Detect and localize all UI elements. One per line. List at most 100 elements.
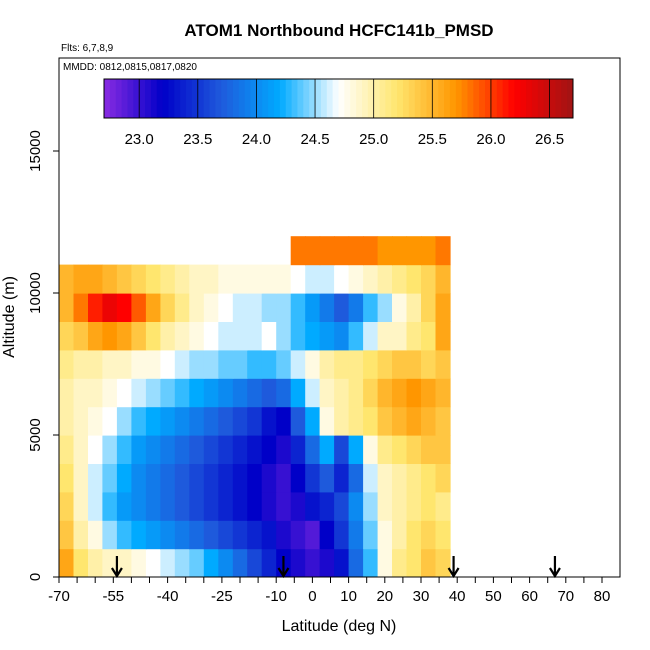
heatmap-cell <box>160 264 176 294</box>
colorbar-swatch <box>537 79 545 118</box>
heatmap-cell <box>232 378 248 408</box>
heatmap-cell <box>218 378 234 408</box>
heatmap-cell <box>116 435 132 464</box>
colorbar-tick-label: 26.5 <box>535 131 564 148</box>
colorbar-swatch <box>567 79 574 118</box>
colorbar-tick-label: 25.5 <box>418 131 447 148</box>
heatmap-cell <box>73 435 89 464</box>
heatmap-cell <box>116 321 132 351</box>
heatmap-cell <box>261 406 277 436</box>
colorbar-swatch <box>502 79 510 118</box>
heatmap-cell <box>363 463 379 493</box>
heatmap-cell <box>319 406 335 436</box>
heatmap-cell <box>334 236 350 266</box>
heatmap-cell <box>363 520 379 550</box>
heatmap-cell <box>276 378 292 408</box>
y-tick-label: 15000 <box>27 130 44 172</box>
heatmap-cell <box>203 548 219 577</box>
colorbar-swatch <box>150 79 158 118</box>
heatmap-cell <box>392 548 408 577</box>
colorbar-swatch <box>291 79 298 118</box>
heatmap-cell <box>203 321 219 351</box>
heatmap-cell <box>102 321 118 351</box>
heatmap-cell <box>160 491 176 521</box>
heatmap-cell <box>247 520 263 550</box>
heatmap-cell <box>261 463 277 493</box>
colorbar-swatch <box>262 79 269 118</box>
heatmap-cell <box>334 293 350 322</box>
heatmap-cell <box>363 236 379 266</box>
x-axis: -70 -55 -40 -25 -10 0 10 20 30 40 50 60 70 80 <box>48 577 610 605</box>
heatmap-cell <box>232 293 248 322</box>
heatmap-cell <box>247 548 263 577</box>
heatmap-cell <box>160 406 176 436</box>
heatmap-cell <box>247 264 263 294</box>
heatmap-cell <box>319 236 335 266</box>
heatmap-cell <box>377 378 393 408</box>
heatmap-cell <box>88 293 104 322</box>
colorbar-swatch <box>561 79 568 118</box>
colorbar-swatch <box>197 79 205 118</box>
colorbar-swatch <box>203 79 211 118</box>
heatmap-cell <box>334 406 350 436</box>
chart-title: ATOM1 Northbound HCFC141b_PMSD <box>184 21 493 40</box>
profile-arrow <box>110 556 123 579</box>
heatmap-cell <box>319 264 335 294</box>
heatmap-cell <box>203 264 219 294</box>
heatmap-cell <box>218 548 234 577</box>
colorbar-swatch <box>133 79 140 118</box>
heatmap-cell <box>435 236 451 266</box>
heatmap-cell <box>203 491 219 521</box>
heatmap-cell <box>290 321 306 351</box>
heatmap-cell <box>247 406 263 436</box>
colorbar-swatch <box>526 79 533 118</box>
heatmap-cell <box>319 378 335 408</box>
heatmap-cell <box>334 321 350 351</box>
colorbar-swatch <box>285 79 293 118</box>
heatmap-cell <box>392 349 408 379</box>
colorbar-swatch <box>309 79 316 118</box>
heatmap-cell <box>59 378 75 408</box>
heatmap-cell <box>261 378 277 408</box>
heatmap-cell <box>363 321 379 351</box>
heatmap-cell <box>290 406 306 436</box>
heatmap-cell <box>421 321 437 351</box>
heatmap-cell <box>392 435 408 464</box>
heatmap-cell <box>276 321 292 351</box>
x-tick-label: 80 <box>594 588 611 605</box>
heatmap-cell <box>377 491 393 521</box>
heatmap-cell <box>363 406 379 436</box>
heatmap-cell <box>319 321 335 351</box>
heatmap-cell <box>218 264 234 294</box>
heatmap-cell <box>377 293 393 322</box>
colorbar-swatch <box>232 79 240 118</box>
heatmap-cell <box>334 435 350 464</box>
heatmap-cell <box>421 378 437 408</box>
heatmap-cell <box>363 491 379 521</box>
heatmap-cell <box>218 293 234 322</box>
heatmap-cell <box>421 548 437 577</box>
heatmap-cell <box>102 378 118 408</box>
colorbar-swatch <box>449 79 457 118</box>
colorbar-swatch <box>109 79 117 118</box>
heatmap-cell <box>145 406 161 436</box>
heatmap-cell <box>305 520 321 550</box>
heatmap-cell <box>88 406 104 436</box>
y-tick-label: 0 <box>27 573 44 581</box>
heatmap-cell <box>261 349 277 379</box>
heatmap-cell <box>102 264 118 294</box>
heatmap-cell <box>348 435 364 464</box>
heatmap-cell <box>406 435 422 464</box>
heatmap-cell <box>363 349 379 379</box>
heatmap-cell <box>319 548 335 577</box>
heatmap-cell <box>377 435 393 464</box>
heatmap-cell <box>160 548 176 577</box>
colorbar-swatch <box>238 79 246 118</box>
colorbar-swatch <box>461 79 468 118</box>
heatmap-cell <box>377 236 393 266</box>
colorbar-swatch <box>438 79 445 118</box>
heatmap-cell <box>203 349 219 379</box>
colorbar-tick-label: 24.0 <box>242 131 271 148</box>
colorbar-swatch <box>127 79 134 118</box>
colorbar-swatch <box>209 79 216 118</box>
